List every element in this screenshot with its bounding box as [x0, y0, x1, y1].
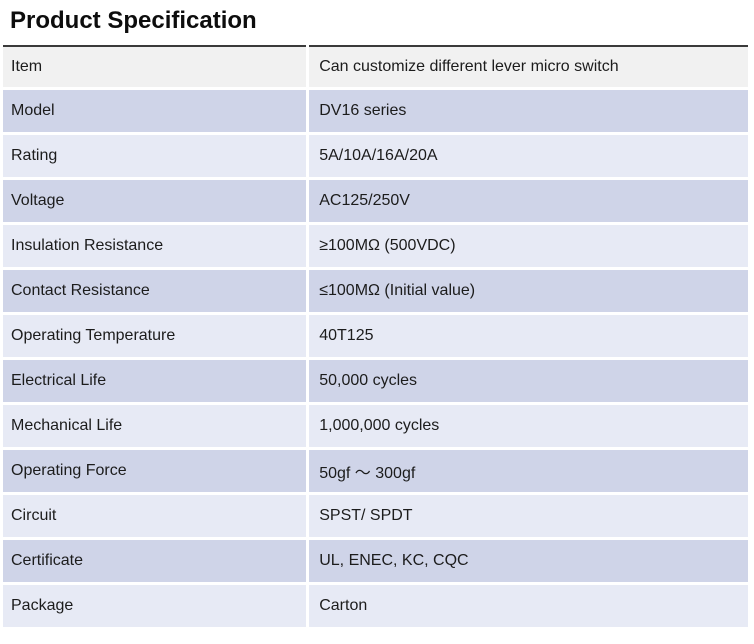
- spec-row-value: 40T125: [309, 315, 748, 357]
- spec-row-label: Rating: [3, 135, 307, 177]
- spec-row-value: ≤100MΩ (Initial value): [309, 270, 748, 312]
- spec-row-value: Carton: [309, 585, 748, 627]
- table-row: Package Carton: [3, 585, 748, 627]
- table-row: Operating Temperature 40T125: [3, 315, 748, 357]
- spec-row-label: Certificate: [3, 540, 307, 582]
- table-row: Rating 5A/10A/16A/20A: [3, 135, 748, 177]
- table-row: Item Can customize different lever micro …: [3, 45, 748, 87]
- table-row: Mechanical Life 1,000,000 cycles: [3, 405, 748, 447]
- spec-row-label: Insulation Resistance: [3, 225, 307, 267]
- spec-row-label: Electrical Life: [3, 360, 307, 402]
- spec-row-value: SPST/ SPDT: [309, 495, 748, 537]
- table-row: Insulation Resistance ≥100MΩ (500VDC): [3, 225, 748, 267]
- spec-row-value: DV16 series: [309, 90, 748, 132]
- spec-row-label: Mechanical Life: [3, 405, 307, 447]
- spec-row-label: Item: [3, 45, 307, 87]
- spec-row-value: AC125/250V: [309, 180, 748, 222]
- spec-row-label: Model: [3, 90, 307, 132]
- spec-row-value: 50,000 cycles: [309, 360, 748, 402]
- table-row: Contact Resistance ≤100MΩ (Initial value): [3, 270, 748, 312]
- spec-row-value: Can customize different lever micro swit…: [309, 45, 748, 87]
- spec-row-label: Voltage: [3, 180, 307, 222]
- table-row: Model DV16 series: [3, 90, 748, 132]
- spec-row-label: Contact Resistance: [3, 270, 307, 312]
- spec-row-label: Operating Force: [3, 450, 307, 492]
- spec-row-value: 5A/10A/16A/20A: [309, 135, 748, 177]
- spec-table-body: Item Can customize different lever micro …: [3, 45, 748, 627]
- spec-row-label: Package: [3, 585, 307, 627]
- spec-row-value: 1,000,000 cycles: [309, 405, 748, 447]
- table-row: Operating Force 50gf ～ 300gf: [3, 450, 748, 492]
- spec-row-value: UL, ENEC, KC, CQC: [309, 540, 748, 582]
- spec-row-label: Circuit: [3, 495, 307, 537]
- table-row: Certificate UL, ENEC, KC, CQC: [3, 540, 748, 582]
- page-title: Product Specification: [10, 7, 257, 34]
- table-row: Voltage AC125/250V: [3, 180, 748, 222]
- spec-table: Item Can customize different lever micro …: [0, 42, 751, 630]
- spec-row-value: ≥100MΩ (500VDC): [309, 225, 748, 267]
- spec-row-label: Operating Temperature: [3, 315, 307, 357]
- table-row: Circuit SPST/ SPDT: [3, 495, 748, 537]
- table-row: Electrical Life 50,000 cycles: [3, 360, 748, 402]
- spec-row-value: 50gf ～ 300gf: [309, 450, 748, 492]
